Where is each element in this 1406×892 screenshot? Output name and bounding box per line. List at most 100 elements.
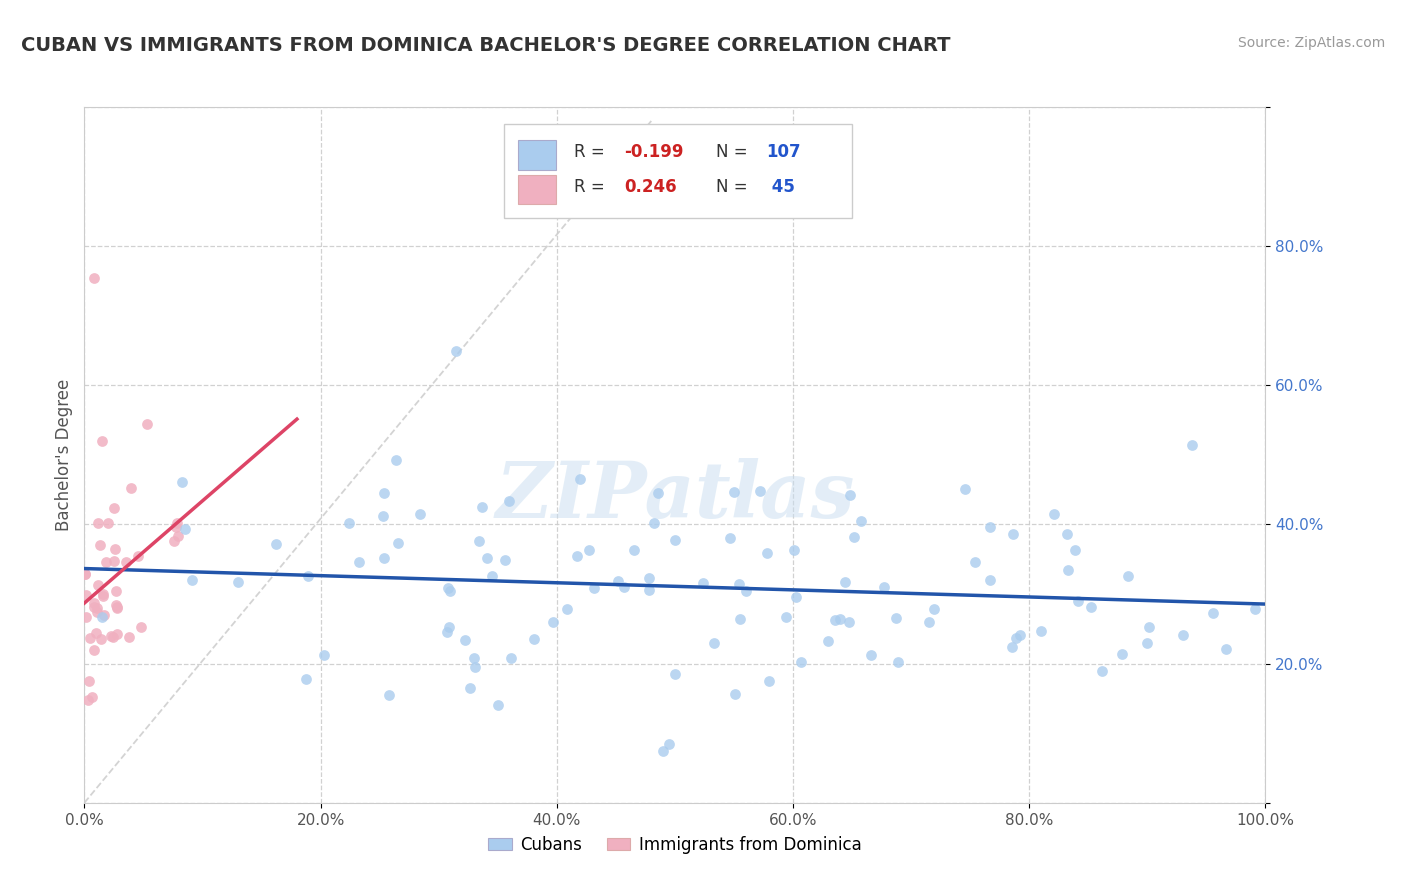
Point — [1005, 631, 1028, 645]
Point — [120, 481, 142, 495]
Text: 0.246: 0.246 — [624, 178, 676, 196]
Point — [727, 577, 749, 591]
Point — [851, 514, 873, 528]
Point — [73, 567, 96, 582]
Point — [387, 535, 409, 549]
Point — [75, 589, 97, 603]
Point — [828, 612, 851, 626]
Point — [824, 614, 846, 628]
Point — [105, 600, 128, 615]
Point — [1091, 664, 1114, 678]
Point — [568, 472, 591, 486]
FancyBboxPatch shape — [503, 124, 852, 219]
Point — [790, 655, 813, 669]
Point — [437, 620, 460, 634]
Point — [498, 493, 520, 508]
Point — [437, 581, 460, 595]
Point — [83, 596, 105, 610]
Point — [105, 599, 128, 613]
Point — [1171, 628, 1194, 642]
Text: R =: R = — [575, 144, 610, 161]
Point — [167, 528, 190, 542]
Legend: Cubans, Immigrants from Dominica: Cubans, Immigrants from Dominica — [482, 830, 868, 861]
Point — [114, 555, 136, 569]
Point — [834, 575, 856, 590]
Point — [163, 533, 186, 548]
Point — [91, 610, 114, 624]
Point — [481, 569, 503, 583]
Point — [373, 486, 395, 500]
Point — [1042, 507, 1064, 521]
Point — [86, 605, 108, 619]
Point — [623, 543, 645, 558]
Point — [838, 615, 860, 629]
Point — [583, 581, 606, 595]
Text: N =: N = — [716, 144, 754, 161]
Point — [703, 635, 725, 649]
Point — [83, 270, 105, 285]
Point — [1056, 563, 1078, 577]
Point — [103, 553, 125, 567]
Point — [83, 643, 105, 657]
Point — [979, 520, 1001, 534]
Point — [127, 549, 149, 564]
Point — [180, 573, 202, 587]
Point — [97, 516, 120, 531]
Point — [887, 655, 910, 669]
Point — [458, 681, 481, 696]
Point — [613, 580, 636, 594]
Point — [724, 687, 747, 701]
Point — [567, 549, 589, 563]
Point — [312, 648, 335, 662]
Point — [105, 600, 128, 615]
Point — [756, 546, 779, 560]
Point — [783, 543, 806, 558]
Point — [860, 648, 883, 662]
Point — [1244, 602, 1267, 616]
Point — [541, 615, 564, 629]
Text: 107: 107 — [766, 144, 800, 161]
Point — [1111, 647, 1133, 661]
Point — [104, 542, 127, 557]
Point — [486, 698, 509, 713]
Text: Source: ZipAtlas.com: Source: ZipAtlas.com — [1237, 36, 1385, 50]
Point — [464, 660, 486, 674]
Point — [1010, 628, 1032, 642]
Point — [337, 516, 360, 530]
Point — [129, 620, 152, 634]
Point — [664, 667, 686, 681]
Point — [96, 555, 118, 569]
Point — [87, 578, 110, 592]
Point — [775, 610, 797, 624]
Point — [1002, 526, 1025, 541]
Point — [93, 607, 115, 622]
Point — [838, 488, 860, 502]
Point — [378, 688, 401, 702]
Point — [170, 475, 193, 489]
Point — [1064, 543, 1087, 558]
Point — [446, 343, 468, 358]
Point — [104, 584, 127, 599]
Point — [79, 632, 101, 646]
Point — [965, 555, 987, 569]
Point — [979, 573, 1001, 587]
Point — [652, 744, 675, 758]
Point — [647, 486, 669, 500]
Point — [658, 737, 681, 751]
Point — [264, 537, 287, 551]
Point — [118, 630, 141, 644]
Point — [1001, 640, 1024, 655]
Point — [728, 612, 751, 626]
Point — [165, 520, 187, 534]
Point — [735, 584, 758, 599]
Text: -0.199: -0.199 — [624, 144, 683, 161]
Point — [101, 630, 124, 644]
Point — [1080, 600, 1102, 615]
Point — [100, 629, 122, 643]
Point — [884, 611, 907, 625]
Point — [226, 574, 249, 589]
Point — [1067, 593, 1090, 607]
Point — [436, 624, 458, 639]
Point — [453, 632, 475, 647]
Text: N =: N = — [716, 178, 754, 196]
